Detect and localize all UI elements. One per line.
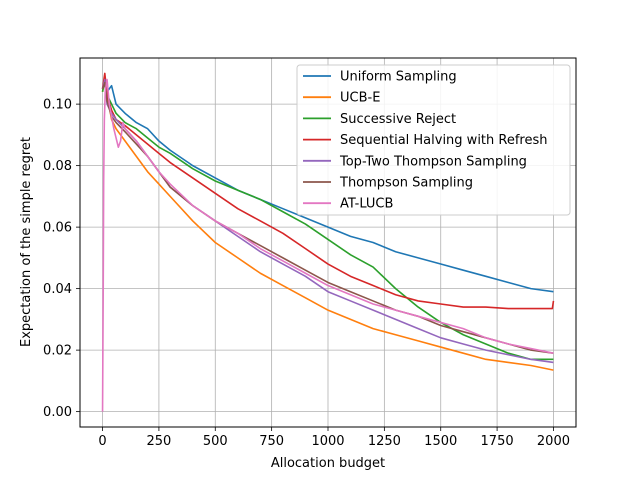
legend-label-uniform-sampling: Uniform Sampling [340, 70, 457, 85]
y-tick-label: 0.00 [43, 405, 72, 420]
x-axis-label: Allocation budget [271, 456, 385, 471]
y-axis-label: Expectation of the simple regret [19, 137, 34, 347]
series-line-successive-reject [101, 78, 554, 361]
series-line-top-two-thompson-sampling [101, 78, 554, 364]
y-tick-label: 0.02 [43, 344, 72, 359]
series-line-ucb-e [101, 75, 554, 371]
legend-items: Uniform Sampling UCB-E Successive Reject Se… [303, 70, 548, 212]
x-tick-label: 1500 [424, 434, 457, 449]
x-tick-label: 0 [98, 434, 106, 449]
series-line-sequential-halving-with-refresh [101, 72, 555, 310]
legend-label-top-two-thompson-sampling: Top-Two Thompson Sampling [339, 154, 527, 169]
x-tick-label: 250 [146, 434, 171, 449]
series-line-thompson-sampling [101, 81, 554, 354]
series-line-at-lucb [101, 78, 554, 412]
legend-label-sequential-halving-with-refresh: Sequential Halving with Refresh [340, 133, 548, 148]
axis-ticks: 0 250 500 750 1000 1250 1500 1750 2000 0.00 0.02 0.… [43, 98, 570, 449]
y-tick-label: 0.06 [43, 221, 72, 236]
legend: Uniform Sampling UCB-E Successive Reject Se… [296, 64, 571, 216]
x-tick-label: 1000 [311, 434, 344, 449]
legend-label-at-lucb: AT-LUCB [340, 197, 393, 212]
legend-label-ucb-e: UCB-E [340, 91, 380, 106]
x-tick-label: 1250 [368, 434, 401, 449]
x-tick-label: 500 [203, 434, 228, 449]
legend-label-thompson-sampling: Thompson Sampling [339, 176, 473, 191]
y-tick-label: 0.10 [43, 98, 72, 113]
legend-label-successive-reject: Successive Reject [340, 112, 456, 127]
series-lines [101, 72, 555, 412]
x-tick-label: 1750 [481, 434, 514, 449]
y-tick-label: 0.08 [43, 159, 72, 174]
x-tick-label: 2000 [537, 434, 570, 449]
y-tick-label: 0.04 [43, 282, 72, 297]
x-tick-label: 750 [259, 434, 284, 449]
legend-box [296, 64, 571, 216]
